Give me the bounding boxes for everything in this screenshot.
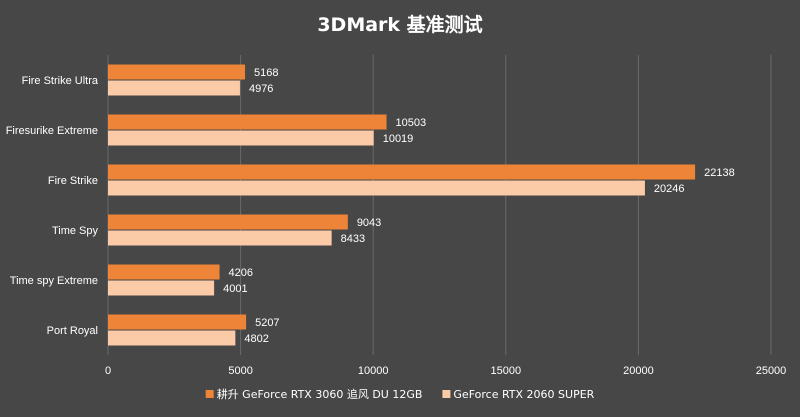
bars-layer [108,64,696,346]
grid-layer [107,55,772,355]
data-label: 4206 [229,267,253,279]
bar-series-2 [108,330,236,346]
x-axis: 0 5000 10000 15000 20000 25000 [105,365,786,377]
data-label: 9043 [357,217,381,229]
bar-series-2 [108,180,645,196]
data-label: 4001 [223,283,247,295]
data-label: 5207 [255,317,279,329]
data-label: 4976 [249,83,273,95]
bar-series-1 [108,164,696,180]
category-label: Time Spy [52,225,99,237]
x-tick-label: 15000 [491,365,522,377]
x-tick-label: 5000 [228,365,252,377]
legend-item-series-1: 耕升 GeForce RTX 3060 追风 DU 12GB [205,387,423,401]
data-label: 22138 [704,167,735,179]
data-label: 5168 [254,67,278,79]
bar-series-1 [108,214,348,230]
bar-series-1 [108,264,220,280]
legend-label: GeForce RTX 2060 SUPER [453,388,594,401]
bar-series-2 [108,280,215,296]
labels-layer: Fire Strike Ultra 5168 4976 Firesurike Extr… [6,67,735,345]
legend-swatch [205,390,214,398]
x-tick-label: 20000 [623,365,654,377]
x-tick-label: 25000 [756,365,787,377]
legend-label: 耕升 GeForce RTX 3060 追风 DU 12GB [217,387,423,401]
x-tick-label: 10000 [358,365,389,377]
data-label: 10503 [396,117,427,129]
bar-series-2 [108,80,240,96]
bar-series-1 [108,314,247,330]
category-label: Fire Strike [48,175,98,187]
legend-swatch [442,390,451,398]
data-label: 4802 [244,333,268,345]
chart-title: 3DMark 基准测试 [317,13,482,36]
bar-series-1 [108,64,246,80]
category-label: Time spy Extreme [10,275,98,287]
legend-item-series-2: GeForce RTX 2060 SUPER [442,388,595,401]
data-label: 10019 [383,133,414,145]
legend: 耕升 GeForce RTX 3060 追风 DU 12GB GeForce RT… [205,387,595,401]
category-label: Port Royal [47,325,98,337]
bar-series-1 [108,114,387,130]
category-label: Fire Strike Ultra [22,75,99,87]
data-label: 20246 [654,183,685,195]
x-tick-label: 0 [105,365,111,377]
data-label: 8433 [341,233,365,245]
bar-series-2 [108,130,374,146]
bar-series-2 [108,230,332,246]
category-label: Firesurike Extreme [6,125,98,137]
